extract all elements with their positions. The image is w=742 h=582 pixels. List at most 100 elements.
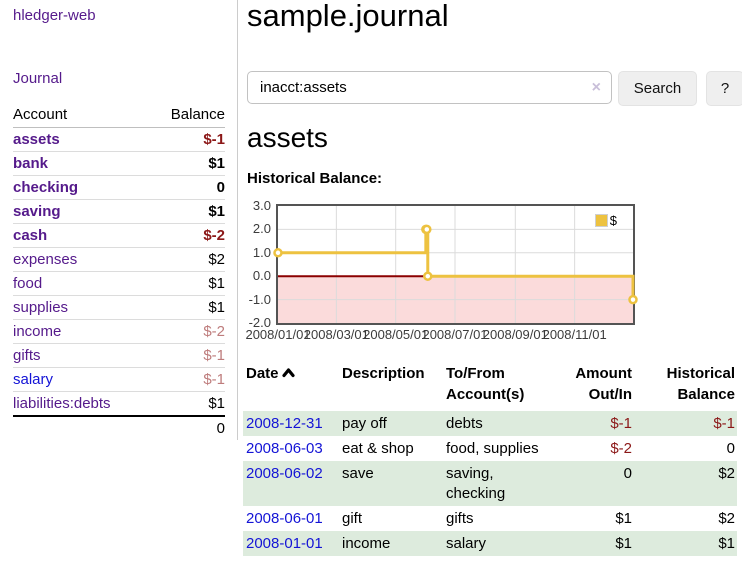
search-form: × Search ? bbox=[247, 71, 742, 106]
chart-title: Historical Balance: bbox=[247, 170, 383, 187]
legend-label: $ bbox=[609, 213, 617, 228]
x-tick-label: 2008/09/01 bbox=[482, 327, 548, 342]
account-row: food $1 bbox=[13, 271, 225, 296]
transaction-description: income bbox=[342, 534, 391, 552]
x-tick-label: 2008/11/01 bbox=[542, 327, 607, 342]
account-row: cash $-2 bbox=[13, 223, 225, 248]
transaction-date-link[interactable]: 2008-06-02 bbox=[246, 464, 323, 482]
account-row: supplies $1 bbox=[13, 295, 225, 320]
y-tick-label: 2.0 bbox=[252, 221, 271, 237]
account-balance: $1 bbox=[208, 298, 225, 316]
transaction-date-link[interactable]: 2008-12-31 bbox=[246, 414, 323, 432]
account-link[interactable]: saving bbox=[13, 202, 61, 220]
transaction-row: 2008-06-01 gift gifts $1 $2 bbox=[243, 506, 737, 531]
account-balance: $2 bbox=[208, 250, 225, 268]
transaction-balance: $1 bbox=[718, 534, 735, 552]
account-row: salary $-1 bbox=[13, 367, 225, 392]
account-balance: $-2 bbox=[203, 226, 225, 244]
account-balance: $1 bbox=[208, 394, 225, 412]
transaction-description: gift bbox=[342, 509, 363, 527]
account-row: gifts $-1 bbox=[13, 343, 225, 368]
account-row: bank $1 bbox=[13, 151, 225, 176]
account-link[interactable]: gifts bbox=[13, 346, 41, 364]
transaction-row: 2008-06-02 save saving, checking 0 $2 bbox=[243, 461, 737, 506]
amount-column-header: Amount Out/In bbox=[575, 365, 632, 403]
sort-ascending-icon bbox=[281, 363, 295, 384]
transaction-description: eat & shop bbox=[342, 439, 414, 457]
transaction-amount: $-2 bbox=[610, 439, 632, 457]
account-balance: $-1 bbox=[203, 370, 225, 388]
sidebar: hledger-web Journal Account Balance asse… bbox=[0, 0, 238, 440]
account-balance: $-1 bbox=[203, 346, 225, 364]
account-link[interactable]: expenses bbox=[13, 250, 78, 268]
transaction-amount: $1 bbox=[615, 534, 632, 552]
account-link[interactable]: checking bbox=[13, 178, 79, 196]
account-balance: 0 bbox=[216, 178, 225, 196]
account-link[interactable]: cash bbox=[13, 226, 48, 244]
register-header-row: Date Description To/From Account(s) Amou… bbox=[243, 361, 737, 411]
transaction-accounts: saving, checking bbox=[446, 464, 506, 502]
transaction-balance: 0 bbox=[726, 439, 735, 457]
account-link[interactable]: liabilities:debts bbox=[13, 394, 111, 412]
transaction-description: pay off bbox=[342, 414, 387, 432]
legend-color-swatch bbox=[594, 214, 608, 227]
account-link[interactable]: bank bbox=[13, 154, 49, 172]
account-link[interactable]: income bbox=[13, 322, 62, 340]
account-row: liabilities:debts $1 bbox=[13, 391, 225, 417]
date-header-label: Date bbox=[246, 365, 279, 382]
chart-legend: $ bbox=[594, 213, 617, 228]
account-balance-table: Account Balance assets $-1 bank $1 checking 0… bbox=[13, 103, 225, 440]
transaction-date-link[interactable]: 2008-01-01 bbox=[246, 534, 323, 552]
clear-search-icon[interactable]: × bbox=[591, 79, 601, 96]
account-table-header-row: Account Balance bbox=[13, 103, 225, 128]
search-button[interactable]: Search bbox=[618, 71, 697, 106]
brand-link[interactable]: hledger-web bbox=[13, 7, 96, 24]
transaction-balance: $-1 bbox=[713, 414, 735, 432]
y-tick-label: -1.0 bbox=[248, 291, 271, 307]
date-column-header[interactable]: Date bbox=[243, 361, 342, 411]
search-box: × bbox=[247, 71, 612, 104]
transaction-amount: 0 bbox=[623, 464, 632, 482]
account-row: income $-2 bbox=[13, 319, 225, 344]
accounts-column-header: To/From Account(s) bbox=[446, 365, 525, 403]
transaction-date-link[interactable]: 2008-06-03 bbox=[246, 439, 323, 457]
account-link[interactable]: assets bbox=[13, 130, 60, 148]
balance-column-header: Balance bbox=[170, 106, 225, 123]
account-link[interactable]: food bbox=[13, 274, 43, 292]
transaction-accounts: debts bbox=[446, 414, 483, 432]
page-title: sample.journal bbox=[247, 0, 449, 33]
transaction-accounts: food, supplies bbox=[446, 439, 539, 457]
account-row: saving $1 bbox=[13, 199, 225, 224]
account-heading: assets bbox=[247, 122, 328, 153]
transaction-row: 2008-06-03 eat & shop food, supplies $-2 0 bbox=[243, 436, 737, 461]
transaction-balance: $2 bbox=[718, 464, 735, 482]
account-link[interactable]: salary bbox=[13, 370, 54, 388]
transaction-row: 2008-12-31 pay off debts $-1 $-1 bbox=[243, 411, 737, 436]
data-point-marker bbox=[423, 271, 433, 281]
transaction-date-link[interactable]: 2008-06-01 bbox=[246, 509, 323, 527]
account-balance: $-1 bbox=[203, 130, 225, 148]
x-tick-label: 2008/05/01 bbox=[363, 327, 429, 342]
account-total-row: 0 bbox=[13, 416, 225, 440]
main-content: sample.journal × Search ? assets Histori… bbox=[243, 0, 742, 582]
account-balance: $1 bbox=[208, 202, 225, 220]
data-point-marker bbox=[628, 294, 638, 305]
sidebar-item-journal[interactable]: Journal bbox=[13, 70, 63, 87]
account-balance: $1 bbox=[208, 274, 225, 292]
transaction-accounts: salary bbox=[446, 534, 487, 552]
transaction-row: 2008-01-01 income salary $1 $1 bbox=[243, 531, 737, 556]
y-tick-label: 0.0 bbox=[252, 268, 271, 284]
x-tick-label: 2008/03/01 bbox=[303, 327, 369, 342]
historical-balance-chart: 3.0 2.0 1.0 0.0 -1.0 -2.0 $ 2008/01/01 2008/03… bbox=[243, 198, 742, 349]
account-row: assets $-1 bbox=[13, 128, 225, 152]
data-point-marker bbox=[273, 248, 283, 258]
transaction-description: save bbox=[342, 464, 374, 482]
historical-balance-column-header: Historical Balance bbox=[666, 365, 735, 403]
transaction-amount: $1 bbox=[615, 509, 632, 527]
chart-plot-area[interactable]: $ bbox=[273, 204, 638, 325]
transaction-amount: $-1 bbox=[610, 414, 632, 432]
register-table: Date Description To/From Account(s) Amou… bbox=[243, 361, 737, 556]
help-button[interactable]: ? bbox=[706, 71, 742, 106]
search-input[interactable] bbox=[260, 73, 595, 102]
account-link[interactable]: supplies bbox=[13, 298, 69, 316]
